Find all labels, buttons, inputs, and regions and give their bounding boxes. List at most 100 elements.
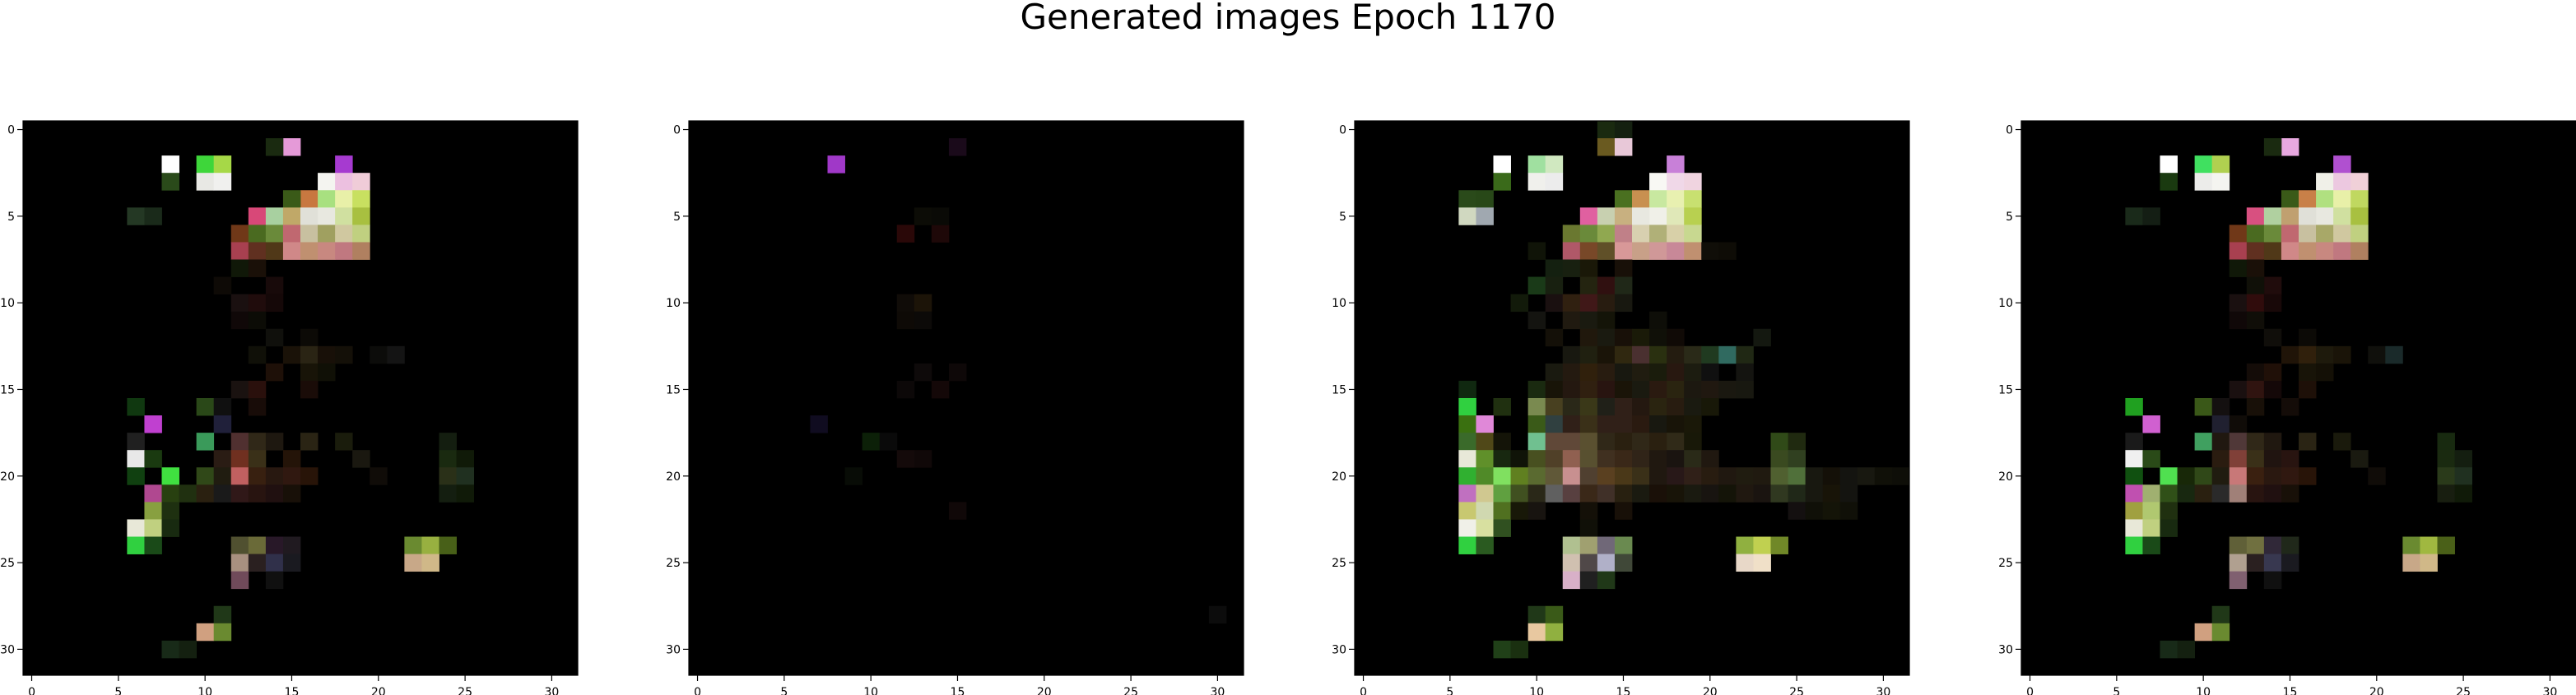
pixel-cell <box>196 398 215 416</box>
pixel-cell <box>1736 484 1754 503</box>
pixel-cell <box>265 207 284 225</box>
pixel-cell <box>1701 450 1719 468</box>
pixel-cell <box>1597 450 1616 468</box>
pixel-cell <box>2316 363 2334 382</box>
pixel-cell <box>439 433 457 451</box>
pixel-cell <box>230 225 249 243</box>
pixel-cell <box>1822 467 1841 485</box>
pixel-cell <box>230 294 249 313</box>
x-tick-label: 15 <box>951 686 965 695</box>
pixel-cell <box>1649 433 1667 451</box>
pixel-cell <box>248 259 267 277</box>
pixel-cell <box>1562 380 1581 399</box>
pixel-cell <box>404 554 422 572</box>
pixel-cell <box>2263 207 2282 225</box>
pixel-cell <box>1632 450 1650 468</box>
pixel-cell <box>2437 450 2455 468</box>
pixel-cell <box>1476 467 1494 485</box>
pixel-cell <box>2316 345 2334 364</box>
pixel-cell <box>2229 415 2248 433</box>
pixel-cell <box>1753 467 1771 485</box>
pixel-cell <box>2420 554 2438 572</box>
pixel-cell <box>2125 450 2143 468</box>
pixel-cell <box>2211 398 2230 416</box>
y-tick-label: 5 <box>673 211 681 224</box>
pixel-cell <box>2142 519 2160 537</box>
pixel-cell <box>300 467 319 485</box>
pixel-cell <box>1476 519 1494 537</box>
pixel-cell <box>1579 536 1598 554</box>
pixel-cell <box>1493 519 1511 537</box>
pixel-cell <box>1667 155 1685 174</box>
pixel-cell <box>2211 173 2230 191</box>
pixel-cell <box>1597 207 1616 225</box>
y-tick-label: 0 <box>2006 124 2013 137</box>
pixel-cell <box>2299 242 2317 260</box>
pixel-cell <box>2299 225 2317 243</box>
pixel-cell <box>230 380 249 399</box>
y-tick-label: 25 <box>1332 557 1346 570</box>
pixel-cell <box>439 467 457 485</box>
pixel-cell <box>2246 433 2265 451</box>
pixel-cell <box>2350 242 2369 260</box>
pixel-cell <box>896 450 915 468</box>
pixel-cell <box>1684 467 1702 485</box>
pixel-cell <box>144 484 162 503</box>
pixel-cell <box>1667 225 1685 243</box>
pixel-cell <box>2333 225 2351 243</box>
pixel-cell <box>230 554 249 572</box>
y-tick-label: 0 <box>673 124 681 137</box>
pixel-cell <box>1788 450 1806 468</box>
pixel-cell <box>439 536 457 554</box>
y-tick-label: 5 <box>7 211 15 224</box>
pixel-cell <box>352 450 370 468</box>
pixel-cell <box>1579 276 1598 295</box>
pixel-cell <box>1579 294 1598 313</box>
pixel-cell <box>282 450 301 468</box>
pixel-cell <box>2160 155 2178 174</box>
pixel-cell <box>1632 328 1650 347</box>
x-tick-label: 20 <box>1037 686 1052 695</box>
pixel-cell <box>1579 225 1598 243</box>
pixel-cell <box>2211 623 2230 642</box>
image-panel-4: 0 5 10 15 20 25 30 0 5 10 15 20 25 30 <box>1998 120 2576 695</box>
pixel-cell <box>1839 484 1858 503</box>
pixel-cell <box>2211 467 2230 485</box>
pixel-cell <box>1667 484 1685 503</box>
pixel-cell <box>1736 345 1754 364</box>
pixel-cell <box>827 155 845 174</box>
pixel-cell <box>1667 380 1685 399</box>
pixel-cell <box>2211 450 2230 468</box>
axes-frame <box>1354 120 1910 676</box>
pixel-cell <box>931 380 950 399</box>
pixel-cell <box>1632 380 1650 399</box>
pixel-cell <box>1597 138 1616 156</box>
pixel-cell <box>1614 190 1633 208</box>
pixel-cell <box>230 242 249 260</box>
pixel-cell <box>1632 207 1650 225</box>
pixel-cell <box>1579 450 1598 468</box>
pixel-cell <box>1545 363 1564 382</box>
y-tick-label: 5 <box>1339 211 1346 224</box>
pixel-cell <box>1753 328 1771 347</box>
pixel-cell <box>1614 345 1633 364</box>
pixel-cell <box>1649 415 1667 433</box>
pixel-cell <box>1857 467 1876 485</box>
pixel-cell <box>1562 311 1581 330</box>
pixel-cell <box>2246 311 2265 330</box>
pixel-cell <box>1684 225 1702 243</box>
pixel-cell <box>896 380 915 399</box>
pixel-cell <box>300 207 319 225</box>
pixel-cell <box>265 363 284 382</box>
pixel-cell <box>2299 207 2317 225</box>
pixel-cell <box>2211 433 2230 451</box>
pixel-cell <box>318 207 336 225</box>
pixel-cell <box>2125 519 2143 537</box>
pixel-cell <box>1562 467 1581 485</box>
pixel-cell <box>2281 450 2299 468</box>
x-tick-label: 30 <box>2542 686 2557 695</box>
pixel-cell <box>1736 467 1754 485</box>
pixel-cell <box>161 484 179 503</box>
pixel-cell <box>2177 484 2196 503</box>
pixel-cell <box>265 328 284 347</box>
